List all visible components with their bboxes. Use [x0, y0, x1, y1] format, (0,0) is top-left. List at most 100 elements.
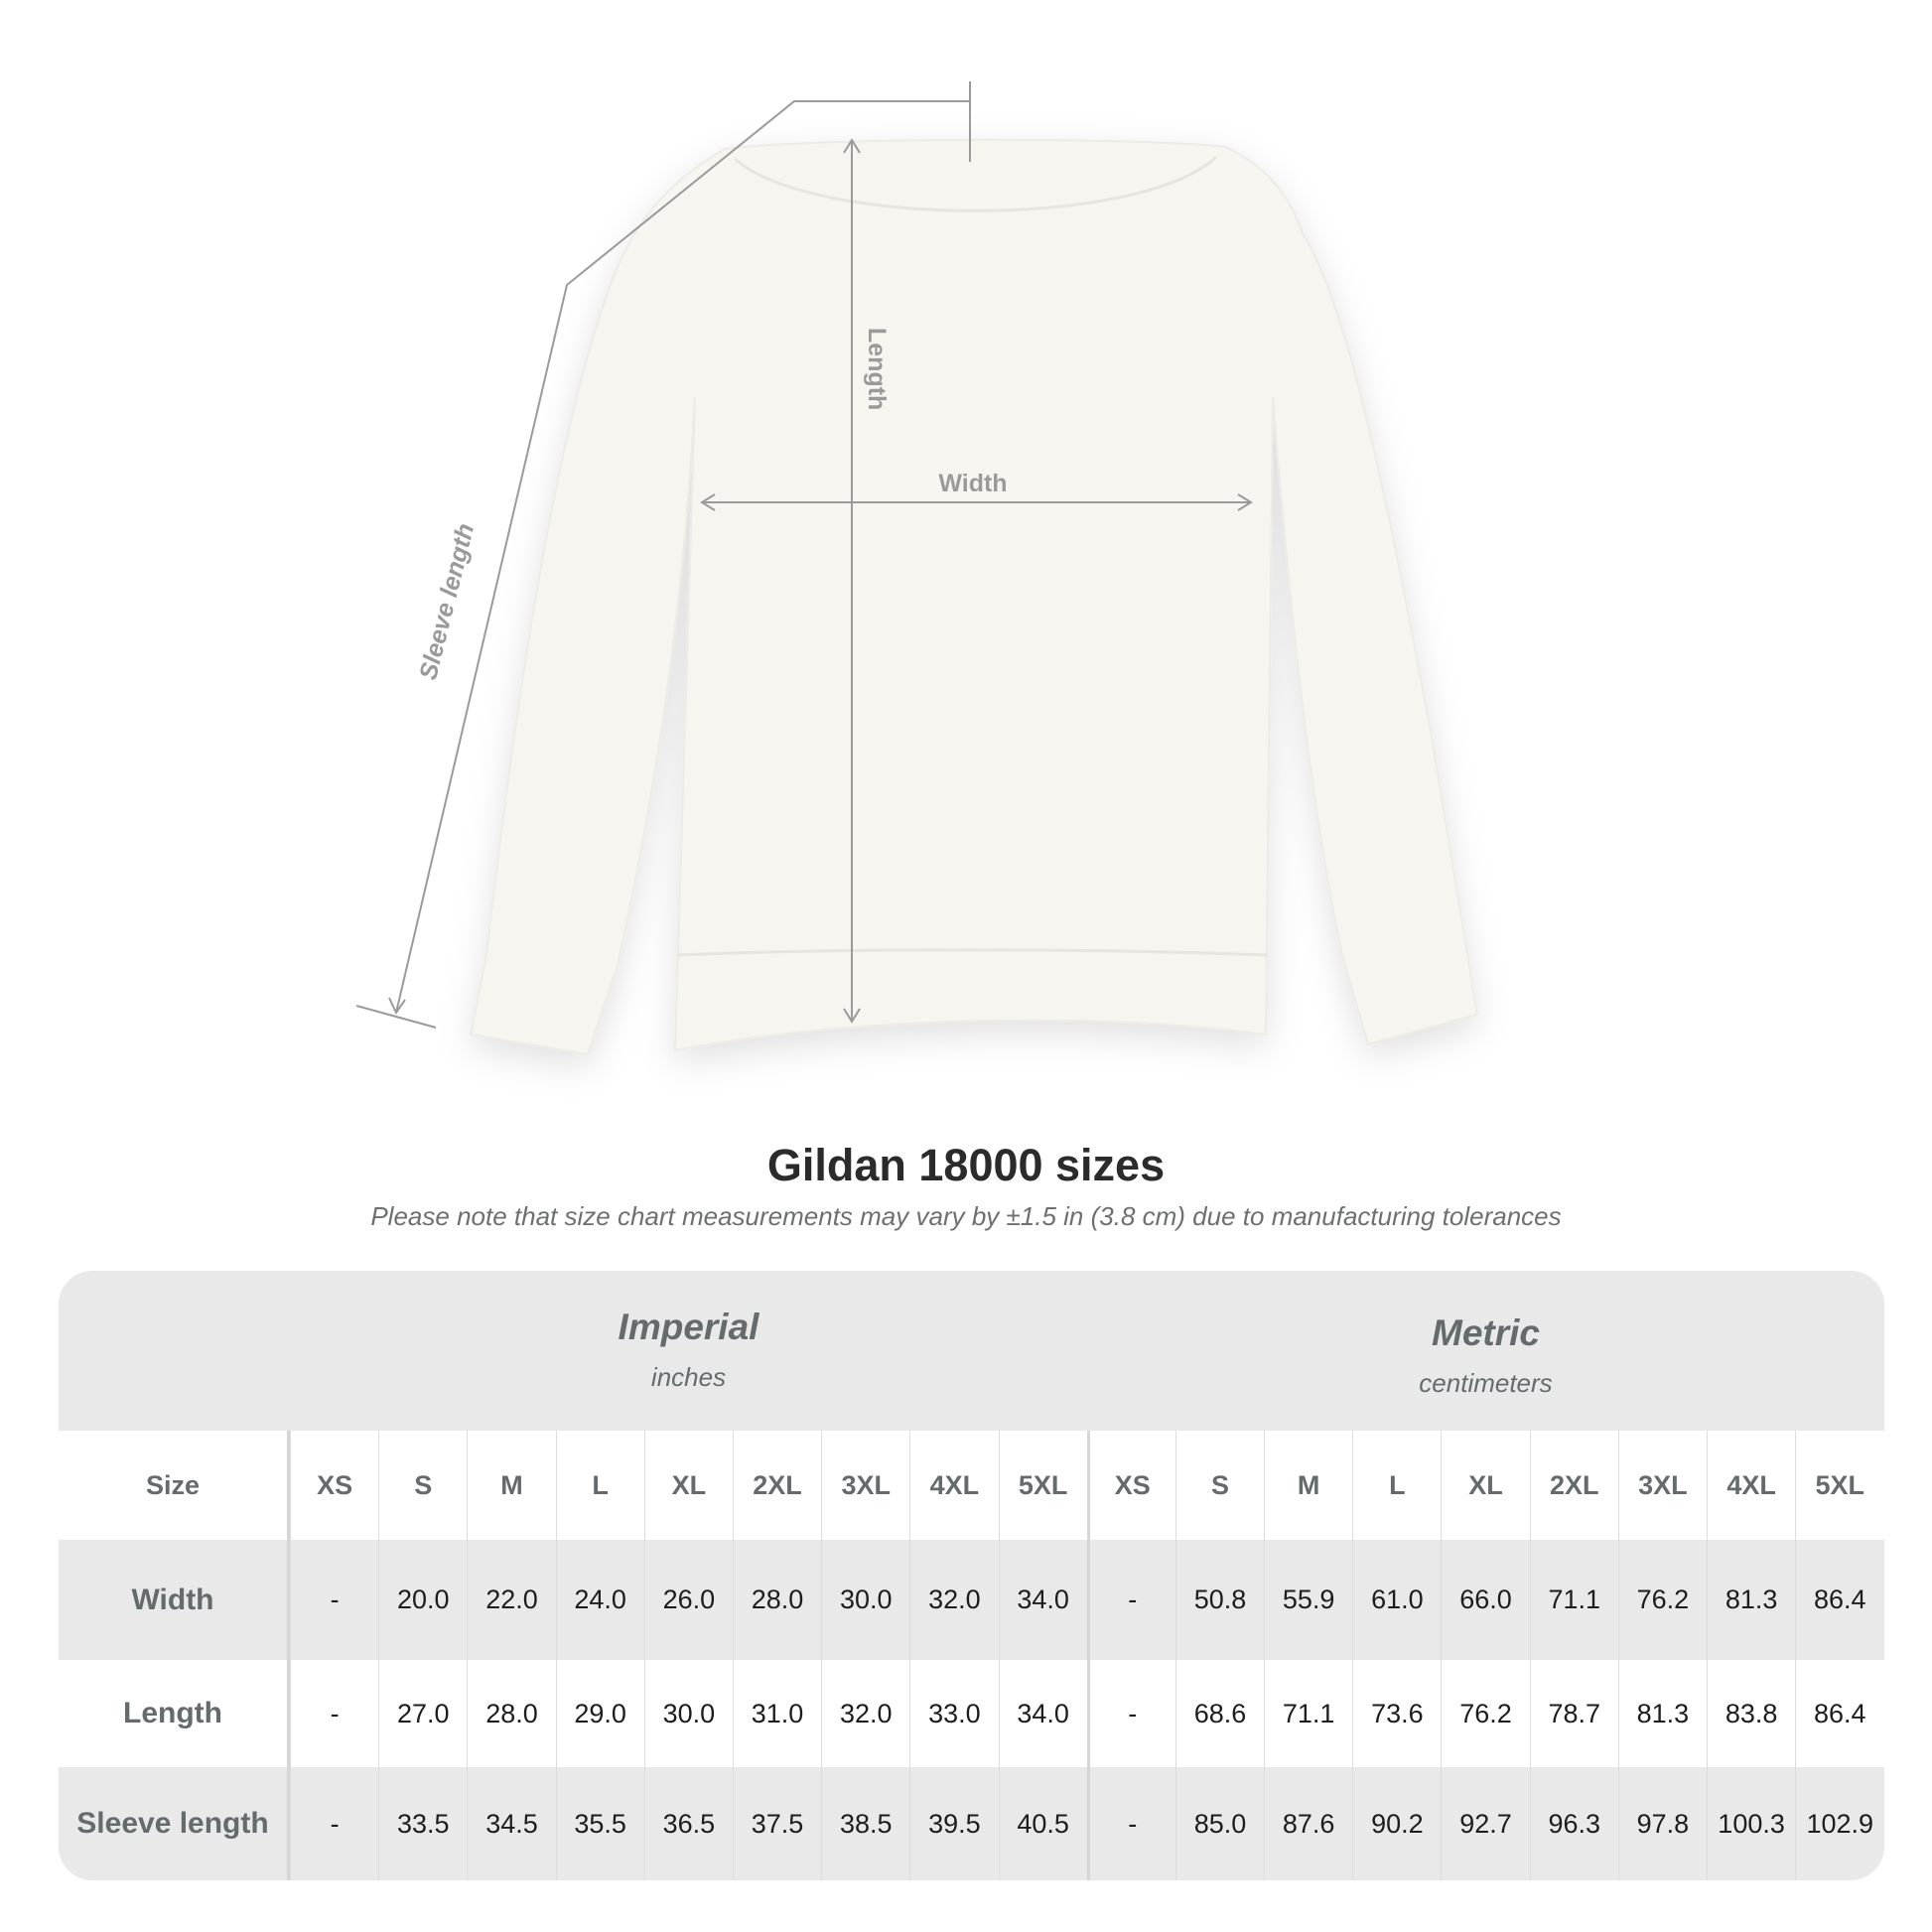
- metric-cell: 92.7: [1441, 1767, 1529, 1880]
- row-label: Width: [59, 1540, 290, 1660]
- size-header-metric: M: [1264, 1431, 1352, 1540]
- metric-cell: 71.1: [1264, 1660, 1352, 1767]
- imperial-cell: 34.0: [998, 1660, 1087, 1767]
- imperial-cell: 32.0: [909, 1540, 998, 1660]
- imperial-unit: inches: [650, 1362, 727, 1392]
- imperial-cell: 33.5: [378, 1767, 467, 1880]
- size-header-metric: 4XL: [1707, 1431, 1795, 1540]
- metric-cell: 86.4: [1795, 1660, 1883, 1767]
- metric-cell: 71.1: [1529, 1540, 1618, 1660]
- size-header-imperial: S: [378, 1431, 467, 1540]
- width-arrow-right: [1237, 493, 1253, 511]
- size-header-imperial: L: [555, 1431, 644, 1540]
- metric-cell: 68.6: [1174, 1660, 1264, 1767]
- metric-cell: 50.8: [1174, 1540, 1264, 1660]
- metric-cell: 97.8: [1617, 1767, 1707, 1880]
- metric-cell: 76.2: [1441, 1660, 1529, 1767]
- size-header-imperial: XS: [290, 1431, 378, 1540]
- imperial-cell: -: [290, 1767, 378, 1880]
- imperial-header: Imperial inches: [290, 1307, 1087, 1393]
- size-header-metric: L: [1352, 1431, 1441, 1540]
- size-header-imperial: XL: [643, 1431, 733, 1540]
- imperial-cell: 33.0: [909, 1660, 998, 1767]
- size-header-imperial: 2XL: [732, 1431, 821, 1540]
- size-header-metric: 5XL: [1795, 1431, 1883, 1540]
- metric-cell: 73.6: [1352, 1660, 1441, 1767]
- imperial-cell: 27.0: [378, 1660, 467, 1767]
- imperial-cell: 34.5: [467, 1767, 555, 1880]
- metric-cell: 86.4: [1795, 1540, 1883, 1660]
- sweatshirt-diagram: Length Width Sleeve length: [355, 81, 1479, 1056]
- imperial-cell: -: [290, 1660, 378, 1767]
- size-header-metric: S: [1174, 1431, 1264, 1540]
- imperial-cell: 28.0: [732, 1540, 821, 1660]
- metric-cell: 78.7: [1529, 1660, 1618, 1767]
- sleeve-arrow-bottom: [388, 997, 406, 1016]
- metric-cell: 61.0: [1352, 1540, 1441, 1660]
- metric-cell: 102.9: [1795, 1767, 1883, 1880]
- sleeve-length-row: Sleeve length -33.5 34.5 35.5 36.5 37.5 38.5 39…: [59, 1767, 1884, 1880]
- imperial-cell: 31.0: [732, 1660, 821, 1767]
- hem-rib: [676, 948, 1268, 957]
- width-label: Width: [938, 470, 1007, 497]
- length-arrow-top: [843, 138, 861, 154]
- collar: [734, 155, 1218, 212]
- length-row: Length -27.0 28.0 29.0 30.0 31.0 32.0 33.0 34.0-…: [59, 1660, 1884, 1767]
- metric-cell: 81.3: [1707, 1540, 1795, 1660]
- metric-cell: 76.2: [1617, 1540, 1707, 1660]
- imperial-cell: 39.5: [909, 1767, 998, 1880]
- imperial-cell: 36.5: [643, 1767, 733, 1880]
- metric-cell: 81.3: [1617, 1660, 1707, 1767]
- chart-subtitle: Please note that size chart measurements…: [370, 1201, 1562, 1231]
- sleeve-tick-bottom: [355, 1005, 437, 1029]
- metric-title: Metric: [1432, 1312, 1540, 1353]
- imperial-cell: 24.0: [555, 1540, 644, 1660]
- metric-cell: 87.6: [1264, 1767, 1352, 1880]
- imperial-cell: 34.0: [998, 1540, 1087, 1660]
- imperial-cell: 32.0: [821, 1660, 909, 1767]
- imperial-cell: 38.5: [821, 1767, 909, 1880]
- metric-cell: 100.3: [1707, 1767, 1795, 1880]
- metric-cell: 85.0: [1174, 1767, 1264, 1880]
- length-arrow-bottom: [843, 1008, 861, 1024]
- metric-cell: 55.9: [1264, 1540, 1352, 1660]
- size-header-metric: XL: [1441, 1431, 1529, 1540]
- imperial-title: Imperial: [618, 1307, 759, 1347]
- imperial-cell: 28.0: [467, 1660, 555, 1767]
- imperial-cell: 22.0: [467, 1540, 555, 1660]
- width-row: Width -20.0 22.0 24.0 26.0 28.0 30.0 32.0 34.0-5…: [59, 1540, 1884, 1660]
- metric-header: Metric centimeters: [1087, 1312, 1884, 1399]
- size-header-imperial: M: [467, 1431, 555, 1540]
- size-table: Imperial inches Metric centimeters Size X…: [59, 1271, 1884, 1880]
- size-header-metric: 3XL: [1617, 1431, 1707, 1540]
- imperial-cell: 30.0: [821, 1540, 909, 1660]
- imperial-cell: 26.0: [643, 1540, 733, 1660]
- size-header-imperial: 4XL: [909, 1431, 998, 1540]
- row-label: Sleeve length: [59, 1767, 290, 1880]
- sleeve-length-label: Sleeve length: [414, 520, 480, 682]
- sweatshirt-image: [469, 138, 1479, 1056]
- metric-cell: -: [1086, 1767, 1175, 1880]
- imperial-cell: 30.0: [643, 1660, 733, 1767]
- width-arrow-left: [700, 493, 716, 511]
- size-header-metric: 2XL: [1529, 1431, 1618, 1540]
- size-header-imperial: 5XL: [998, 1431, 1087, 1540]
- size-label: Size: [59, 1431, 290, 1540]
- imperial-cell: -: [290, 1540, 378, 1660]
- imperial-cell: 29.0: [555, 1660, 644, 1767]
- header-band: [59, 1271, 1884, 1431]
- metric-cell: 83.8: [1707, 1660, 1795, 1767]
- metric-cell: 96.3: [1529, 1767, 1618, 1880]
- size-row: Size XS S M L XL 2XL 3XL 4XL 5XL XS S M L XL 2XL 3XL 4XL 5…: [59, 1431, 1884, 1540]
- metric-cell: -: [1086, 1660, 1175, 1767]
- imperial-cell: 37.5: [732, 1767, 821, 1880]
- metric-unit: centimeters: [1419, 1368, 1553, 1398]
- row-label: Length: [59, 1660, 290, 1767]
- chart-title: Gildan 18000 sizes: [766, 1140, 1166, 1190]
- metric-cell: 66.0: [1441, 1540, 1529, 1660]
- metric-cell: 90.2: [1352, 1767, 1441, 1880]
- imperial-cell: 20.0: [378, 1540, 467, 1660]
- size-header-metric: XS: [1086, 1431, 1175, 1540]
- length-label: Length: [863, 328, 891, 410]
- sleeve-line: [395, 100, 970, 1014]
